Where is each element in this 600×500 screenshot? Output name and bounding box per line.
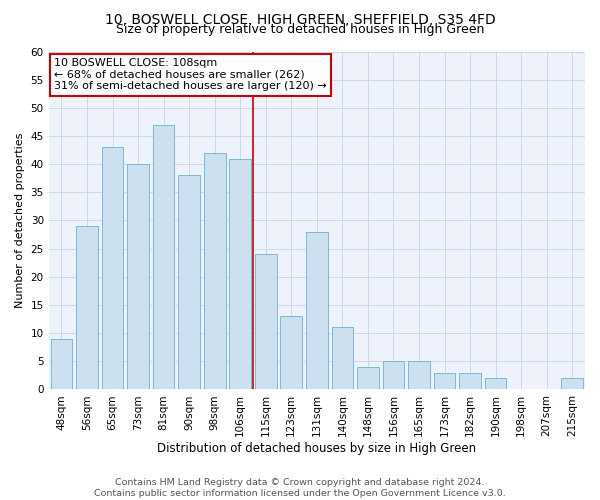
Bar [357, 367, 379, 390]
Text: Size of property relative to detached houses in High Green: Size of property relative to detached ho… [116, 22, 484, 36]
Bar [383, 362, 404, 390]
Bar [204, 153, 226, 390]
Bar [332, 328, 353, 390]
Bar [434, 372, 455, 390]
X-axis label: Distribution of detached houses by size in High Green: Distribution of detached houses by size … [157, 442, 476, 455]
Bar [255, 254, 277, 390]
Bar [562, 378, 583, 390]
Bar [101, 148, 124, 390]
Text: 10, BOSWELL CLOSE, HIGH GREEN, SHEFFIELD, S35 4FD: 10, BOSWELL CLOSE, HIGH GREEN, SHEFFIELD… [104, 12, 496, 26]
Bar [408, 362, 430, 390]
Bar [485, 378, 506, 390]
Bar [153, 124, 175, 390]
Text: 10 BOSWELL CLOSE: 108sqm
← 68% of detached houses are smaller (262)
31% of semi-: 10 BOSWELL CLOSE: 108sqm ← 68% of detach… [54, 58, 327, 92]
Bar [229, 158, 251, 390]
Bar [459, 372, 481, 390]
Bar [127, 164, 149, 390]
Bar [76, 226, 98, 390]
Bar [306, 232, 328, 390]
Bar [178, 176, 200, 390]
Y-axis label: Number of detached properties: Number of detached properties [15, 133, 25, 308]
Text: Contains HM Land Registry data © Crown copyright and database right 2024.
Contai: Contains HM Land Registry data © Crown c… [94, 478, 506, 498]
Bar [280, 316, 302, 390]
Bar [50, 339, 72, 390]
